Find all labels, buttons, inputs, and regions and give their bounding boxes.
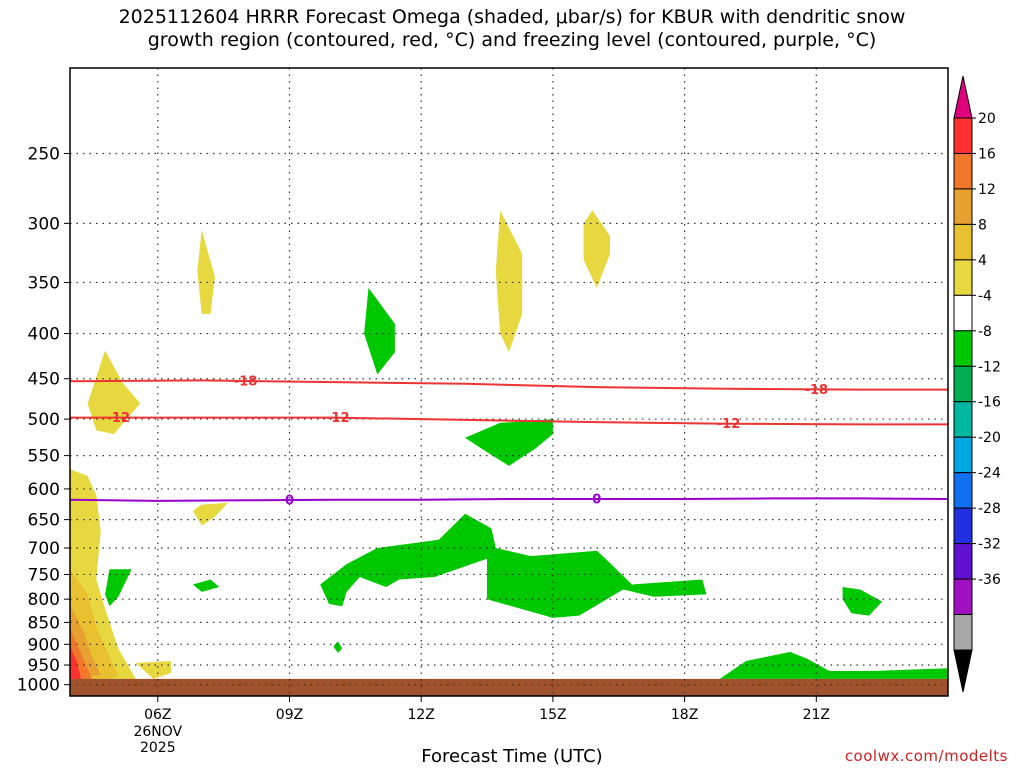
contour-label: -12 <box>326 411 350 426</box>
colorbar-band <box>953 223 973 261</box>
colorbar-band <box>953 259 973 296</box>
colorbar-top-arrow <box>953 75 973 119</box>
x-tick-label: 21Z <box>803 707 830 723</box>
colorbar-label: -16 <box>978 395 1001 411</box>
shaded-region-green-minus4-8 <box>719 651 948 679</box>
shaded-region-yellow-4-8 <box>87 350 141 435</box>
y-tick-label: 700 <box>28 539 60 559</box>
y-tick-label: 1000 <box>17 676 60 696</box>
shaded-region-yellow-4-8 <box>135 661 171 679</box>
colorbar-label: -20 <box>978 430 1001 446</box>
x-tick-label: 12Z <box>407 707 434 723</box>
terrain <box>70 678 948 696</box>
colorbar-band <box>953 543 973 580</box>
contour-label: -18 <box>234 374 258 389</box>
omega-shaded-regions <box>70 210 948 679</box>
colorbar-band <box>953 578 973 616</box>
y-tick-label: 950 <box>28 656 60 676</box>
colorbar-band <box>953 152 973 190</box>
shaded-region-red-20plus <box>70 646 81 679</box>
colorbar-label: 4 <box>978 253 987 269</box>
colorbar-label: 16 <box>978 146 996 162</box>
shaded-region-yellow-4-8 <box>192 502 228 526</box>
shaded-region-green-minus4-8 <box>105 569 132 607</box>
colorbar-label: -28 <box>978 501 1001 517</box>
grid-lines <box>70 68 948 696</box>
plot-frame <box>69 67 949 697</box>
colorbar-label: 20 <box>978 111 996 127</box>
colorbar-label: -12 <box>978 359 1001 375</box>
colorbar-label: -8 <box>978 324 992 340</box>
terrain-block <box>70 678 948 696</box>
shaded-region-green-minus4-8 <box>320 513 707 618</box>
contour-line--12 <box>70 416 948 426</box>
contour-line--18 <box>69 379 948 391</box>
contour-lines: -18 -18 -12 -12 -12 0 0 <box>69 374 949 508</box>
colorbar-band <box>953 294 973 332</box>
contour-label: 0 <box>285 493 294 508</box>
colorbar-band <box>953 507 973 545</box>
y-tick-label: 250 <box>28 144 60 164</box>
colorbar: 20 16 12 8 4 -4 -8 -12 -16 -20 -24 -28 -32 -36 <box>953 75 1001 693</box>
y-tick-label: 650 <box>28 511 60 531</box>
shaded-region-yellow-4-8 <box>583 210 610 288</box>
x-tick-sublabel: 26NOV <box>133 724 182 740</box>
x-tick-label: 09Z <box>276 707 303 723</box>
y-tick-label: 800 <box>28 590 60 610</box>
y-tick-label: 500 <box>28 410 60 430</box>
y-tick-label: 600 <box>28 480 60 500</box>
colorbar-label: 8 <box>978 217 987 233</box>
contour-label: -12 <box>107 411 131 426</box>
colorbar-band <box>953 188 973 225</box>
y-tick-label: 750 <box>28 565 60 585</box>
shaded-region-yellow-4-8 <box>197 229 215 314</box>
colorbar-bottom-arrow <box>953 649 973 693</box>
contour-label: -12 <box>717 417 741 432</box>
x-tick-label: 18Z <box>671 707 698 723</box>
watermark: coolwx.com/modelts <box>844 747 1008 765</box>
colorbar-band <box>953 614 973 651</box>
shaded-region-yellow-4-8 <box>495 210 523 353</box>
y-tick-label: 450 <box>28 370 60 390</box>
contour-line-0 <box>69 497 949 502</box>
y-axis-ticks: 2503003504004505005506006507007508008509… <box>17 144 70 696</box>
colorbar-label: -36 <box>978 572 1001 588</box>
x-axis-label: Forecast Time (UTC) <box>421 746 603 767</box>
colorbar-band <box>953 365 973 403</box>
chart-title: 2025112604 HRRR Forecast Omega (shaded, … <box>118 6 906 51</box>
y-tick-label: 900 <box>28 635 60 655</box>
colorbar-label: -32 <box>978 537 1001 553</box>
x-tick-label: 06Z <box>144 707 171 723</box>
shaded-region-green-minus4-8 <box>333 641 343 653</box>
colorbar-band <box>953 117 973 154</box>
y-tick-label: 850 <box>28 613 60 633</box>
contour-label: -18 <box>805 383 829 398</box>
x-tick-label: 15Z <box>539 707 566 723</box>
x-tick-sublabel: 2025 <box>140 740 176 756</box>
colorbar-band <box>953 401 973 438</box>
y-tick-label: 400 <box>28 325 60 345</box>
y-tick-label: 300 <box>28 214 60 234</box>
y-tick-label: 550 <box>28 447 60 467</box>
contour-label: 0 <box>592 493 601 508</box>
colorbar-band <box>953 330 973 367</box>
colorbar-band <box>953 436 973 474</box>
colorbar-label: 12 <box>978 182 996 198</box>
y-tick-label: 350 <box>28 273 60 293</box>
shaded-region-green-minus4-8 <box>465 419 553 466</box>
shaded-region-green-minus4-8 <box>192 579 220 592</box>
colorbar-label: -24 <box>978 466 1001 482</box>
shaded-region-green-minus4-8 <box>364 287 395 375</box>
shaded-region-green-minus4-8 <box>842 587 883 616</box>
colorbar-label: -4 <box>978 288 992 304</box>
colorbar-band <box>953 472 973 509</box>
